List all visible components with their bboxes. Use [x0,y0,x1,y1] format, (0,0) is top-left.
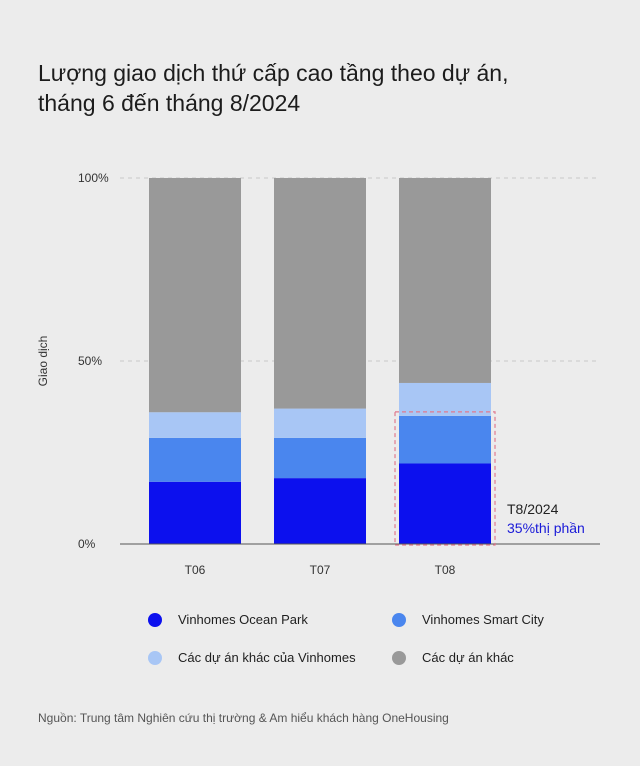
bar-segment [399,178,491,383]
bar-segment [149,412,241,438]
legend-label-ocean-park: Vinhomes Ocean Park [178,612,308,627]
annotation-share: 35%thị phần [507,520,585,536]
legend-swatch-other-projects [392,650,406,665]
highlight-box [394,411,496,546]
bar-segment [274,437,366,479]
y-tick-label: 0% [78,537,96,551]
legend-swatch-other-vinhomes [148,650,162,665]
bar-segment [149,437,241,482]
y-tick-label: 50% [78,354,102,368]
source-note: Nguồn: Trung tâm Nghiên cứu thị trường &… [38,711,449,725]
legend-item-other-vinhomes: Các dự án khác của Vinhomes [148,650,356,665]
bar-segment [274,478,366,544]
legend-swatch-ocean-park [148,612,162,627]
x-tick-label: T08 [435,563,456,577]
bar-segment [149,178,241,413]
bar-segment [399,463,491,544]
legend-label-other-vinhomes: Các dự án khác của Vinhomes [178,650,356,665]
legend-item-ocean-park: Vinhomes Ocean Park [148,612,308,627]
legend-label-other-projects: Các dự án khác [422,650,514,665]
y-tick-label: 100% [78,171,109,185]
annotation-period: T8/2024 [507,501,559,517]
bar-segment [399,415,491,464]
y-axis-label: Giao dịch [36,336,50,387]
legend-item-smart-city: Vinhomes Smart City [392,612,544,627]
chart-title-line-2: tháng 6 đến tháng 8/2024 [38,90,301,116]
chart-title-line-1: Lượng giao dịch thứ cấp cao tầng theo dự… [38,60,509,86]
bar-segment [274,408,366,438]
bar-segment [149,481,241,544]
x-tick-label: T07 [310,563,331,577]
chart-title: Lượng giao dịch thứ cấp cao tầng theo dự… [38,58,598,118]
bar-segment [399,382,491,416]
legend-label-smart-city: Vinhomes Smart City [422,612,544,627]
legend-swatch-smart-city [392,612,406,627]
legend-item-other-projects: Các dự án khác [392,650,514,665]
bar-segment [274,178,366,409]
x-tick-label: T06 [185,563,206,577]
